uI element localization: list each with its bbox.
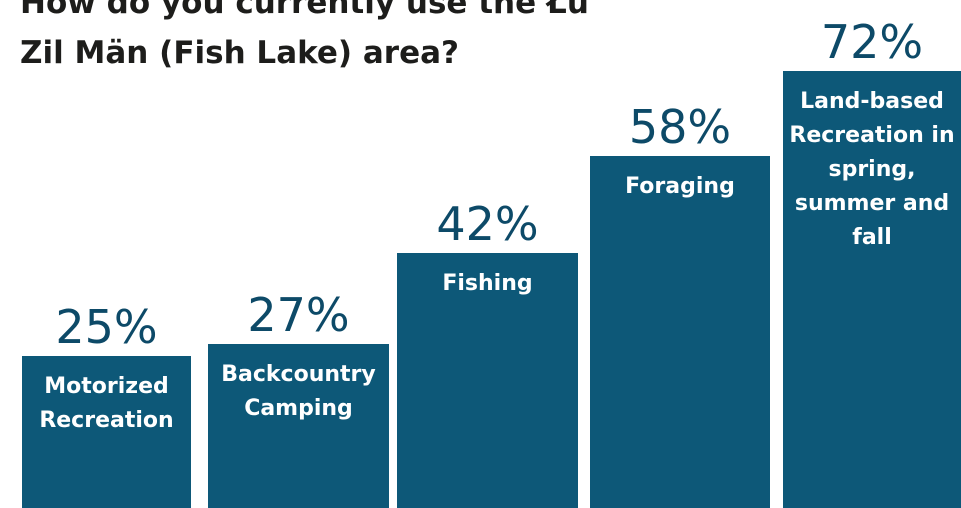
bar: Backcountry Camping xyxy=(208,344,389,508)
category-label: Land-based Recreation in spring, summer … xyxy=(789,88,955,250)
value-label: 25% xyxy=(55,300,158,355)
value-label: 58% xyxy=(628,99,732,154)
category-label: Backcountry Camping xyxy=(221,362,376,422)
value-label: 72% xyxy=(820,14,924,69)
bar: Land-based Recreation in spring, summer … xyxy=(783,70,961,508)
value-label: 27% xyxy=(247,288,350,343)
bar: Foraging xyxy=(590,155,770,508)
category-label: Fishing xyxy=(442,271,533,297)
category-label: Foraging xyxy=(625,173,735,199)
bar: Motorized Recreation xyxy=(22,356,191,508)
chart-title: How do you currently use the Łu Zil Män … xyxy=(20,0,589,71)
bar: Fishing xyxy=(397,253,578,508)
value-label: 42% xyxy=(436,197,539,252)
category-label: Motorized Recreation xyxy=(39,374,174,434)
